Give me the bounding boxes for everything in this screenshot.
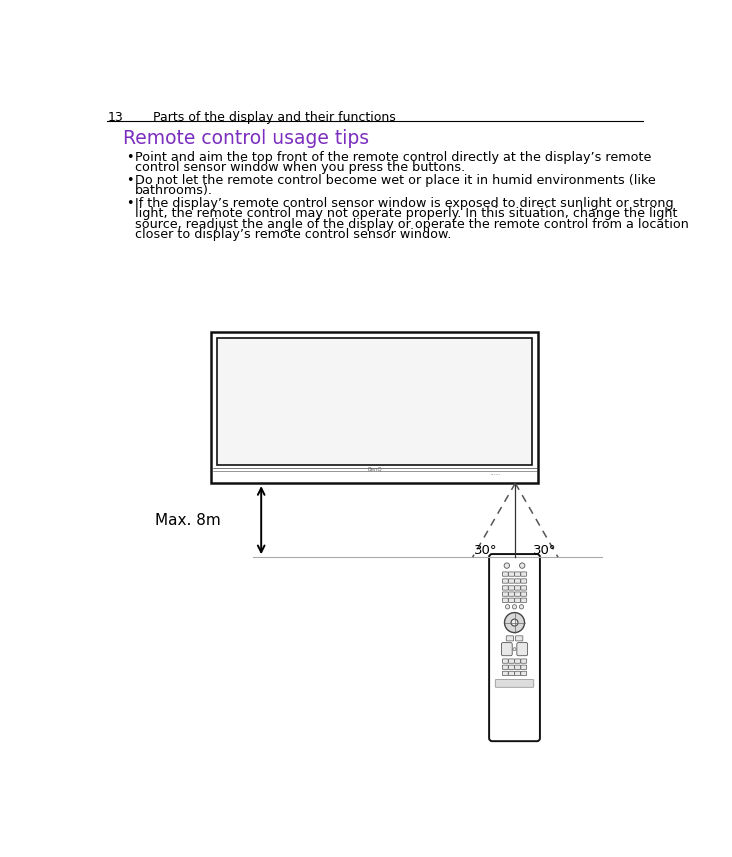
- Circle shape: [513, 648, 516, 650]
- FancyBboxPatch shape: [502, 572, 508, 576]
- FancyBboxPatch shape: [502, 586, 508, 590]
- Text: BenQ: BenQ: [367, 467, 382, 472]
- FancyBboxPatch shape: [509, 598, 515, 602]
- FancyBboxPatch shape: [509, 671, 515, 675]
- FancyBboxPatch shape: [515, 659, 520, 663]
- FancyBboxPatch shape: [509, 586, 515, 590]
- FancyBboxPatch shape: [521, 572, 527, 576]
- FancyBboxPatch shape: [521, 586, 527, 590]
- FancyBboxPatch shape: [502, 659, 508, 663]
- Text: •: •: [127, 151, 134, 164]
- Circle shape: [512, 605, 517, 609]
- Circle shape: [519, 605, 523, 609]
- FancyBboxPatch shape: [509, 665, 515, 669]
- FancyBboxPatch shape: [501, 643, 512, 656]
- Bar: [211, 333, 539, 483]
- Text: If the display’s remote control sensor window is exposed to direct sunlight or s: If the display’s remote control sensor w…: [135, 197, 673, 210]
- FancyBboxPatch shape: [521, 665, 527, 669]
- FancyBboxPatch shape: [521, 659, 527, 663]
- Text: control sensor window when you press the buttons.: control sensor window when you press the…: [135, 161, 465, 174]
- FancyBboxPatch shape: [515, 586, 520, 590]
- FancyBboxPatch shape: [515, 572, 520, 576]
- FancyBboxPatch shape: [515, 636, 523, 641]
- FancyBboxPatch shape: [521, 578, 527, 583]
- Text: Parts of the display and their functions: Parts of the display and their functions: [154, 111, 396, 123]
- FancyBboxPatch shape: [509, 572, 515, 576]
- Text: source, readjust the angle of the display or operate the remote control from a l: source, readjust the angle of the displa…: [135, 218, 689, 231]
- Text: Point and aim the top front of the remote control directly at the display’s remo: Point and aim the top front of the remot…: [135, 151, 651, 164]
- FancyBboxPatch shape: [517, 643, 528, 656]
- Text: light, the remote control may not operate properly. In this situation, change th: light, the remote control may not operat…: [135, 207, 677, 220]
- FancyBboxPatch shape: [515, 671, 520, 675]
- FancyBboxPatch shape: [509, 592, 515, 596]
- Circle shape: [504, 563, 509, 568]
- Bar: [217, 338, 532, 464]
- Text: Max. 8m: Max. 8m: [155, 512, 221, 528]
- Text: ......: ......: [490, 470, 501, 476]
- FancyBboxPatch shape: [509, 578, 515, 583]
- Circle shape: [505, 605, 509, 609]
- Text: •: •: [127, 197, 134, 210]
- FancyBboxPatch shape: [521, 671, 527, 675]
- Text: Remote control usage tips: Remote control usage tips: [122, 129, 369, 148]
- FancyBboxPatch shape: [515, 578, 520, 583]
- FancyBboxPatch shape: [515, 665, 520, 669]
- Text: 30°: 30°: [474, 544, 498, 558]
- FancyBboxPatch shape: [515, 598, 520, 602]
- FancyBboxPatch shape: [509, 659, 515, 663]
- Circle shape: [504, 613, 525, 632]
- Text: closer to display’s remote control sensor window.: closer to display’s remote control senso…: [135, 228, 452, 241]
- Text: •: •: [127, 174, 134, 187]
- FancyBboxPatch shape: [502, 665, 508, 669]
- FancyBboxPatch shape: [502, 592, 508, 596]
- FancyBboxPatch shape: [502, 598, 508, 602]
- FancyBboxPatch shape: [502, 578, 508, 583]
- FancyBboxPatch shape: [496, 680, 534, 687]
- FancyBboxPatch shape: [507, 636, 514, 641]
- FancyBboxPatch shape: [521, 592, 527, 596]
- Text: Do not let the remote control become wet or place it in humid environments (like: Do not let the remote control become wet…: [135, 174, 656, 187]
- Text: bathrooms).: bathrooms).: [135, 184, 213, 197]
- Text: 13: 13: [107, 111, 123, 123]
- FancyBboxPatch shape: [502, 671, 508, 675]
- FancyBboxPatch shape: [521, 598, 527, 602]
- Circle shape: [520, 563, 525, 568]
- Text: 30°: 30°: [533, 544, 556, 558]
- FancyBboxPatch shape: [515, 592, 520, 596]
- FancyBboxPatch shape: [489, 554, 540, 741]
- Circle shape: [511, 619, 518, 626]
